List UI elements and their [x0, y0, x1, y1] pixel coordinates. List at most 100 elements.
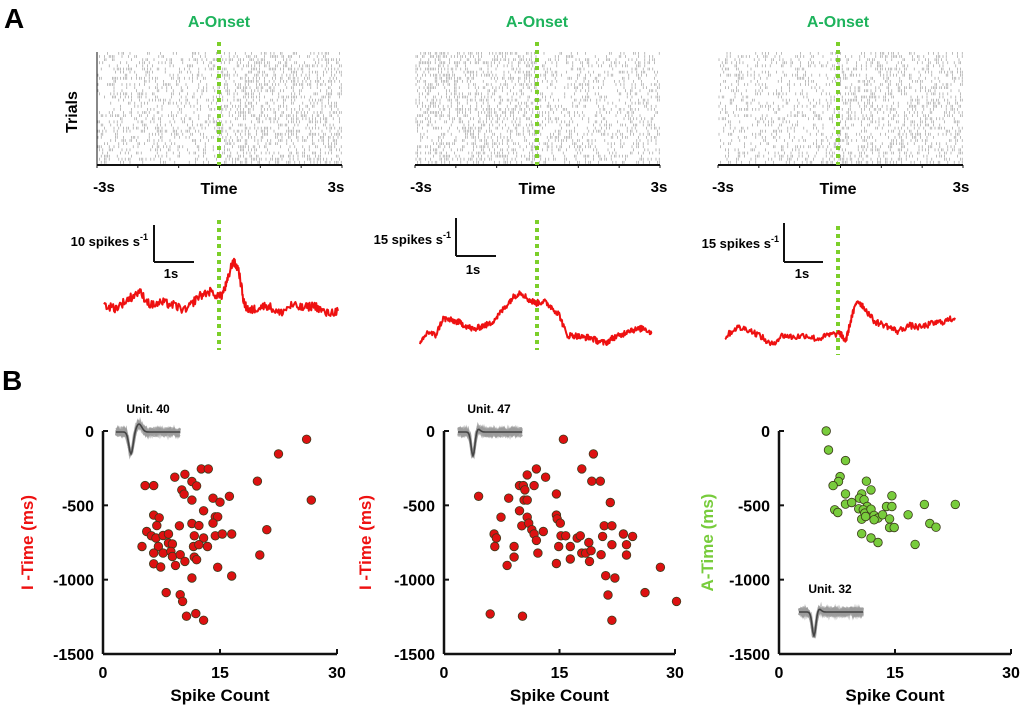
scatter-point	[212, 562, 223, 573]
unit-waveform-inset: Unit. 32	[797, 582, 865, 639]
scatter-point	[555, 518, 566, 528]
scatter-point	[621, 540, 632, 550]
scatter-point	[262, 525, 272, 535]
raster-xlabel: Time	[200, 181, 237, 198]
scale-exponent: -1	[140, 232, 148, 242]
y-tick-label: -1000	[729, 573, 770, 590]
raster-ylabel: Trials	[64, 91, 81, 133]
scatter-point	[252, 476, 263, 486]
scatter-point	[485, 609, 495, 619]
scale-exponent: -1	[443, 230, 451, 240]
waveform-mean	[799, 608, 863, 639]
scatter-point	[565, 541, 576, 552]
y-tick-label: -1000	[394, 573, 435, 590]
scatter-point	[597, 531, 608, 542]
scatter-point	[175, 550, 185, 560]
scatter-point	[191, 555, 202, 565]
x-tick-label: 0	[440, 665, 449, 682]
raster-title: A-Onset	[807, 14, 870, 31]
panel-b-label: B	[2, 365, 22, 396]
scale-unit: 15 spikes s	[374, 232, 443, 247]
scatter-point	[561, 531, 571, 541]
scatter-point	[502, 560, 512, 571]
scatter-point	[217, 529, 228, 539]
x-tick-label: 15	[886, 665, 904, 682]
spike-ticks	[415, 52, 660, 164]
scatter-point	[607, 615, 617, 626]
scatter-point	[514, 506, 525, 516]
scatter-point	[522, 495, 532, 505]
y-tick-label: 0	[761, 424, 770, 441]
y-tick-label: 0	[85, 424, 94, 441]
scatter-point	[857, 529, 867, 539]
scatter-point	[551, 489, 562, 499]
scatter-point	[208, 518, 218, 528]
raster-plot-1: A-Onset Trials -3s Time 3s	[64, 14, 344, 198]
scatter-point	[170, 560, 181, 571]
scatter-point	[601, 571, 611, 581]
scatter-point	[655, 562, 666, 573]
scatter-point	[306, 495, 317, 505]
scatter-point	[202, 541, 213, 552]
xtick-label-min: -3s	[712, 179, 734, 196]
y-tick-label: -1500	[53, 647, 94, 664]
scatter-point	[627, 531, 638, 542]
x-tick-label: 30	[666, 665, 684, 682]
spike-ticks	[718, 52, 963, 164]
scatter-point	[584, 556, 595, 567]
scatter-point	[538, 526, 549, 537]
scatter-point	[226, 571, 237, 581]
scatter-point	[181, 611, 192, 621]
scatter-point	[198, 533, 209, 543]
y-tick-label: 0	[426, 424, 435, 441]
scatter-point	[903, 510, 913, 520]
scatter-point	[931, 522, 941, 532]
scatter-point	[821, 426, 831, 436]
scatter-point	[179, 489, 189, 499]
scatter-point	[607, 540, 617, 550]
scale-bar: 15 spikes s-1 1s	[374, 218, 496, 277]
scatter-point	[148, 548, 159, 558]
scatter-point	[224, 491, 235, 502]
scatter-point	[301, 434, 312, 445]
scatter-point	[509, 552, 519, 562]
scatter-point	[177, 596, 188, 607]
scatter-point	[529, 480, 539, 491]
xtick-label-max: 3s	[953, 179, 970, 196]
scatter-plot-3: 0 -500 -1000 -1500 0 15 30 Spike Count A-Time (m…	[698, 424, 1020, 705]
raster-title: A-Onset	[506, 14, 569, 31]
y-tick-label: -500	[403, 498, 435, 515]
scatter-point	[191, 481, 202, 491]
scatter-point	[496, 512, 506, 522]
scatter-point	[671, 596, 682, 607]
scatter-point	[823, 445, 834, 455]
unit-waveform-inset: Unit. 40	[114, 402, 182, 460]
scatter-point	[520, 485, 530, 495]
waveform-sample	[798, 605, 864, 636]
xtick-label-max: 3s	[328, 179, 345, 196]
firing-rate-plot-3: 15 spikes s-1 1s	[702, 223, 956, 355]
scatter-point	[828, 480, 838, 491]
scatter-point	[194, 520, 204, 531]
scatter-point	[180, 556, 190, 567]
unit-waveform-inset: Unit. 47	[456, 402, 524, 460]
scatter-point	[618, 529, 629, 539]
scale-bar-y-label: 10 spikes s-1	[71, 232, 148, 249]
raster-title: A-Onset	[188, 14, 251, 31]
scatter-point	[603, 590, 613, 600]
scatter-point	[861, 476, 872, 486]
waveform-mean	[116, 423, 180, 457]
scatter-point	[153, 541, 164, 552]
scatter-point	[198, 506, 209, 516]
firing-rate-trace	[419, 290, 653, 346]
scatter-plot-1: 0 -500 -1000 -1500 0 15 30 Spike Count I -Time (…	[18, 402, 346, 705]
scatter-point	[558, 434, 569, 445]
firing-rate-trace	[103, 257, 339, 317]
scatter-point	[577, 464, 587, 474]
scale-exponent: -1	[771, 234, 779, 244]
scatter-point	[152, 520, 162, 531]
scatter-point	[517, 611, 528, 621]
scale-bar: 15 spikes s-1 1s	[702, 223, 823, 281]
unit-label: Unit. 32	[808, 582, 852, 596]
